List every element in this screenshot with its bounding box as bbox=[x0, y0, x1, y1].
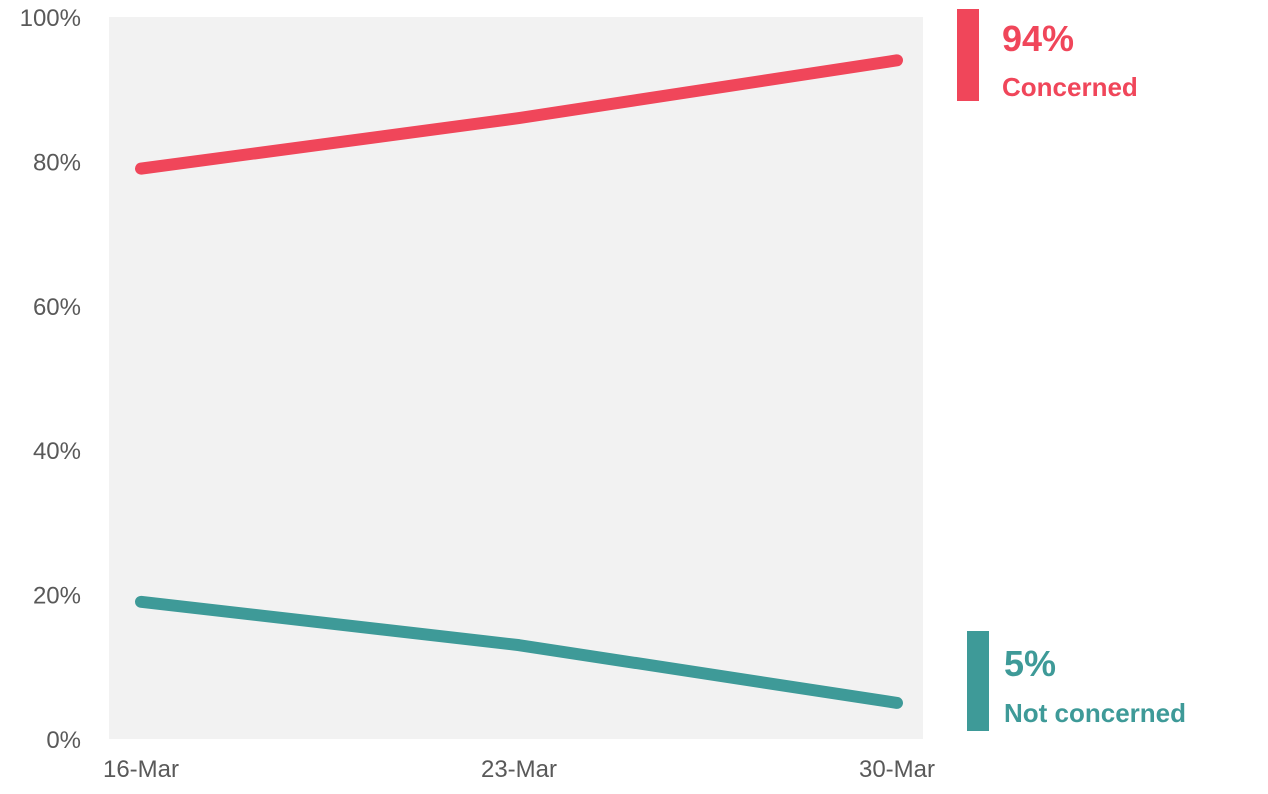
callout-concerned: 94% Concerned bbox=[957, 9, 1138, 102]
callout-not-concerned-name: Not concerned bbox=[1004, 698, 1186, 728]
y-tick-label: 20% bbox=[33, 583, 81, 610]
callout-concerned-value: 94% bbox=[1002, 18, 1074, 59]
y-axis: 0% 20% 40% 60% 80% 100% bbox=[20, 5, 81, 754]
x-axis: 16-Mar 23-Mar 30-Mar bbox=[103, 756, 935, 783]
callout-not-concerned-bar bbox=[967, 631, 989, 731]
callout-concerned-name: Concerned bbox=[1002, 72, 1138, 102]
callout-concerned-bar bbox=[957, 9, 979, 101]
series-line-concerned bbox=[135, 54, 903, 175]
callout-not-concerned-value: 5% bbox=[1004, 643, 1056, 684]
series-layer bbox=[135, 54, 903, 709]
y-tick-label: 80% bbox=[33, 149, 81, 176]
y-tick-label: 0% bbox=[46, 727, 81, 754]
x-tick-label: 30-Mar bbox=[859, 756, 935, 783]
y-tick-label: 60% bbox=[33, 294, 81, 321]
plot-area bbox=[109, 17, 923, 739]
series-line-not-concerned bbox=[135, 595, 903, 709]
y-tick-label: 100% bbox=[20, 5, 81, 32]
x-tick-label: 16-Mar bbox=[103, 756, 179, 783]
callout-not-concerned: 5% Not concerned bbox=[967, 631, 1186, 731]
y-tick-label: 40% bbox=[33, 438, 81, 465]
x-tick-label: 23-Mar bbox=[481, 756, 557, 783]
